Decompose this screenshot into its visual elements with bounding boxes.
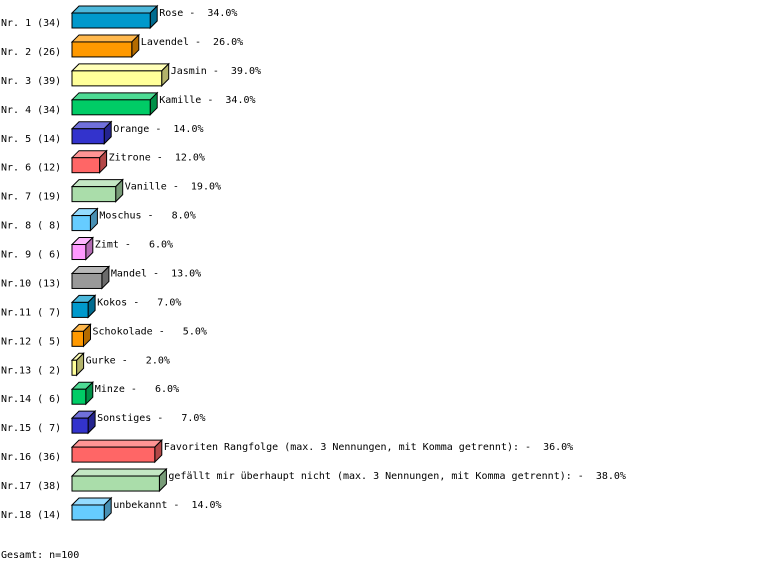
bar-row: Nr.18 (14) unbekannt - 14.0% <box>1 496 222 522</box>
row-label: Nr.11 ( 7) <box>1 307 61 318</box>
bar-label: Favoriten Rangfolge (max. 3 Nennungen, m… <box>164 442 573 453</box>
bar <box>71 70 163 87</box>
bar <box>71 244 87 261</box>
bar-label: Sonstiges - 7.0% <box>97 413 205 424</box>
bar-label: unbekannt - 14.0% <box>113 500 221 511</box>
bar <box>71 330 84 347</box>
row-label: Nr.13 ( 2) <box>1 365 61 376</box>
bar-row: Nr. 9 ( 6) Zimt - 6.0% <box>1 236 173 261</box>
row-label: Nr. 5 (14) <box>1 134 61 145</box>
bar-label: Kamille - 34.0% <box>159 95 255 106</box>
bar-row: Nr.17 (38) gefällt mir überhaupt nicht (m… <box>1 467 626 493</box>
row-label: Nr. 9 ( 6) <box>1 250 61 261</box>
bar-label: Moschus - 8.0% <box>99 211 195 222</box>
bar-row: Nr. 5 (14) Orange - 14.0% <box>1 120 204 145</box>
bar-label: Zitrone - 12.0% <box>109 153 205 164</box>
bar <box>71 301 89 318</box>
bar-label: Jasmin - 39.0% <box>171 66 261 77</box>
bar-row: Nr.12 ( 5) Schokolade - 5.0% <box>1 323 207 348</box>
bar-row: Nr. 6 (12) Zitrone - 12.0% <box>1 149 205 174</box>
bar-label: Gurke - 2.0% <box>86 355 170 366</box>
row-label: Nr.18 (14) <box>1 510 61 521</box>
bar-row: Nr. 7 (19) Vanille - 19.0% <box>1 178 221 203</box>
bar <box>71 99 151 116</box>
row-label: Nr. 2 (26) <box>1 47 61 58</box>
bar-row: Nr.15 ( 7) Sonstiges - 7.0% <box>1 409 205 435</box>
bar <box>71 359 78 376</box>
bar-row: Nr. 3 (39) Jasmin - 39.0% <box>1 62 261 88</box>
row-label: Nr.14 ( 6) <box>1 394 61 405</box>
bar-row: Nr.14 ( 6) Minze - 6.0% <box>1 381 179 406</box>
bar-row: Nr.13 ( 2) Gurke - 2.0% <box>1 352 170 377</box>
bar-row: Nr. 1 (34) Rose - 34.0% <box>1 4 237 30</box>
bar <box>71 128 105 145</box>
row-label: Nr. 6 (12) <box>1 163 61 174</box>
bar-row: Nr. 2 (26) Lavendel - 26.0% <box>1 33 243 59</box>
row-label: Nr. 4 (34) <box>1 105 61 116</box>
bar <box>71 12 151 29</box>
bar <box>71 446 156 463</box>
bar <box>71 272 103 289</box>
bar-row: Nr. 4 (34) Kamille - 34.0% <box>1 91 256 117</box>
bar <box>71 41 133 58</box>
bar <box>71 186 117 203</box>
row-label: Nr.10 (13) <box>1 278 61 289</box>
bar-label: Rose - 34.0% <box>159 8 237 19</box>
bar-top-face <box>70 92 159 101</box>
bar-label: Zimt - 6.0% <box>95 240 173 251</box>
bar-row: Nr.11 ( 7) Kokos - 7.0% <box>1 294 181 319</box>
bar <box>71 475 160 492</box>
row-label: Nr.16 (36) <box>1 452 61 463</box>
row-label: Nr.12 ( 5) <box>1 336 61 347</box>
bar-label: Schokolade - 5.0% <box>93 326 207 337</box>
bar-label: gefällt mir überhaupt nicht (max. 3 Nenn… <box>168 471 626 482</box>
bar-label: Vanille - 19.0% <box>125 182 221 193</box>
bar-top-face <box>70 5 159 14</box>
bar-row: Nr.10 (13) Mandel - 13.0% <box>1 265 201 290</box>
bar-label: Minze - 6.0% <box>95 384 179 395</box>
bar-row: Nr. 8 ( 8) Moschus - 8.0% <box>1 207 196 232</box>
bar-top-face <box>70 468 168 477</box>
row-label: Nr. 7 (19) <box>1 192 61 203</box>
bar <box>71 417 89 434</box>
bar-top-face <box>70 179 124 188</box>
bar-label: Kokos - 7.0% <box>97 297 181 308</box>
bar <box>71 157 101 174</box>
row-label: Nr. 3 (39) <box>1 76 61 87</box>
bar-label: Mandel - 13.0% <box>111 268 201 279</box>
bar-label: Lavendel - 26.0% <box>141 37 243 48</box>
bar-top-face <box>70 34 141 43</box>
row-label: Nr. 1 (34) <box>1 18 61 29</box>
bar <box>71 388 87 405</box>
row-label: Nr.17 (38) <box>1 481 61 492</box>
bar-top-face <box>70 439 164 448</box>
total-footer: Gesamt: n=100 <box>1 550 79 561</box>
bar-top-face <box>70 63 170 72</box>
row-label: Nr. 8 ( 8) <box>1 221 61 232</box>
bar <box>71 504 105 521</box>
bar-label: Orange - 14.0% <box>113 124 203 135</box>
bar-row: Nr.16 (36) Favoriten Rangfolge (max. 3 Ne… <box>1 438 573 464</box>
bar <box>71 215 91 232</box>
row-label: Nr.15 ( 7) <box>1 423 61 434</box>
